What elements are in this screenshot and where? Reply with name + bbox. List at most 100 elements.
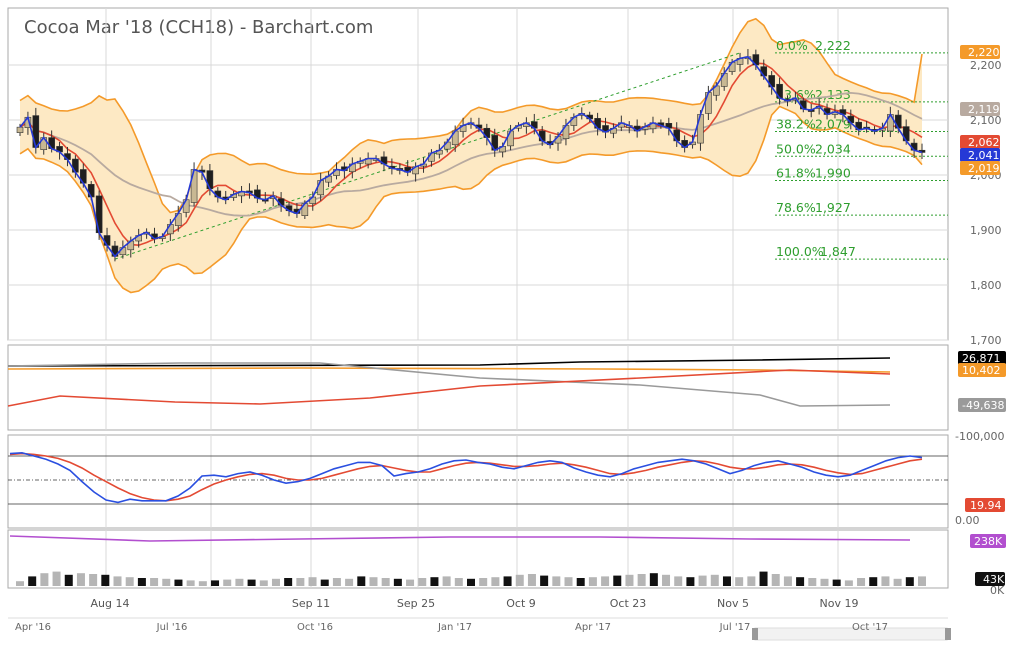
volume-bar-up (771, 574, 780, 586)
volume-bar-up (674, 576, 683, 586)
stochastic-k-line (9, 451, 923, 504)
cot-badge (958, 398, 1006, 412)
volume-bar-up (918, 576, 926, 586)
date-axis-label: Aug 14 (91, 597, 130, 610)
bollinger-upper-line (19, 17, 923, 214)
volume-bar-up (442, 576, 451, 586)
volume-bar-down (759, 571, 768, 586)
price-badge-label: 2,041 (968, 149, 1000, 162)
volume-bar-up (527, 574, 536, 586)
cot-badge (958, 351, 1006, 365)
price-tick-label: 1,800 (970, 279, 1002, 292)
volume-bar-up (406, 579, 415, 586)
price-badge-label: 2,119 (968, 103, 1000, 116)
volume-bar-up (223, 579, 232, 586)
bollinger-lower-line (19, 105, 923, 294)
volume-bar-up (332, 578, 341, 586)
volume-bar-up (125, 577, 134, 586)
volume-bar-down (832, 579, 841, 586)
volume-bar-down (211, 580, 220, 586)
volume-bar-down (284, 578, 293, 586)
volume-bar-up (89, 574, 98, 586)
volume-bar-up (637, 574, 646, 586)
chart-title: Cocoa Mar '18 (CCH18) - Barchart.com (24, 17, 374, 38)
volume-bar-down (320, 579, 329, 586)
volume-bar-up (296, 578, 305, 586)
fibonacci-percent-label: 100.0% (776, 244, 824, 259)
date-axis-label: Nov 19 (820, 597, 859, 610)
volume-bar-up (259, 580, 268, 586)
stochastic-badge (965, 498, 1005, 512)
fibonacci-value-label: 2,222 (815, 38, 851, 53)
candle-down (673, 129, 681, 142)
cot-badge (958, 363, 1006, 377)
volume-bar-up (381, 578, 390, 586)
volume-bar-up (808, 578, 817, 586)
fibonacci-percent-label: 61.8% (776, 166, 816, 181)
candle-up (182, 199, 190, 213)
slow-moving-average-line (19, 91, 923, 217)
volume-bar-down (503, 576, 512, 586)
cot-badge-label: 10,402 (962, 364, 1001, 377)
cot-net-line (7, 369, 891, 407)
volume-bar-down (576, 578, 585, 586)
volume-bar-up (783, 576, 792, 586)
navigator-date-label: Apr '17 (575, 622, 611, 633)
volume-bar-down (101, 574, 110, 586)
volume-bar-down (686, 577, 695, 586)
volume-bottom-label: 0K (990, 584, 1005, 597)
fibonacci-percent-label: 0.0% (776, 38, 808, 53)
volume-bar-up (881, 576, 890, 586)
volume-top-label: 43K (983, 573, 1005, 586)
price-badge (960, 161, 1000, 175)
navigator-date-label: Oct '17 (852, 622, 888, 633)
price-tick-label: 1,700 (970, 334, 1002, 347)
stochastic-pane-border (7, 434, 949, 529)
price-badge (960, 102, 1000, 116)
volume-bar-up (76, 573, 85, 586)
volume-bar-up (601, 576, 610, 586)
cot-commercials-line (7, 357, 891, 367)
volume-bar-up (308, 577, 317, 586)
volume-bar-up (552, 576, 561, 586)
volume-bar-down (722, 576, 731, 586)
volume-bar-up (893, 578, 902, 586)
volume-bar-down (869, 577, 878, 586)
candle-up (697, 114, 704, 144)
volume-bar-down (430, 577, 439, 586)
cot-badge-label: 26,871 (962, 352, 1001, 365)
volume-bar-down (905, 577, 914, 586)
cot-badge-label: -49,638 (962, 399, 1004, 412)
volume-bar-up (491, 577, 500, 586)
volume-bar-up (479, 578, 488, 586)
volume-bar-up (271, 578, 280, 586)
navigator-right-handle (945, 628, 951, 640)
candle-down (95, 195, 103, 234)
volume-bar-up (588, 577, 597, 586)
candle-down (103, 235, 111, 246)
candle-up (190, 169, 198, 203)
candle-up (705, 92, 712, 114)
date-axis-label: Nov 5 (717, 597, 749, 610)
volume-bar-up (186, 580, 195, 586)
volume-bar-up (418, 578, 427, 586)
volume-bar-up (345, 578, 354, 586)
volume-bar-down (649, 573, 658, 586)
navigator-left-handle (752, 628, 758, 640)
volume-bar-down (393, 578, 402, 586)
volume-bar-up (515, 574, 524, 586)
volume-bar-up (162, 578, 171, 586)
volume-bar-up (113, 576, 122, 586)
price-tick-label: 2,100 (970, 114, 1002, 127)
navigator-date-label: Apr '16 (15, 622, 51, 633)
price-badge (960, 135, 1000, 149)
fibonacci-trend-line (114, 52, 741, 260)
fibonacci-percent-label: 78.6% (776, 200, 816, 215)
price-tick-label: 1,900 (970, 224, 1002, 237)
volume-bar-down (467, 578, 475, 586)
volume-bar-up (198, 581, 207, 586)
volume-bar-up (857, 578, 866, 586)
volume-bar-up (150, 578, 159, 586)
price-badge-label: 2,019 (968, 162, 1000, 175)
